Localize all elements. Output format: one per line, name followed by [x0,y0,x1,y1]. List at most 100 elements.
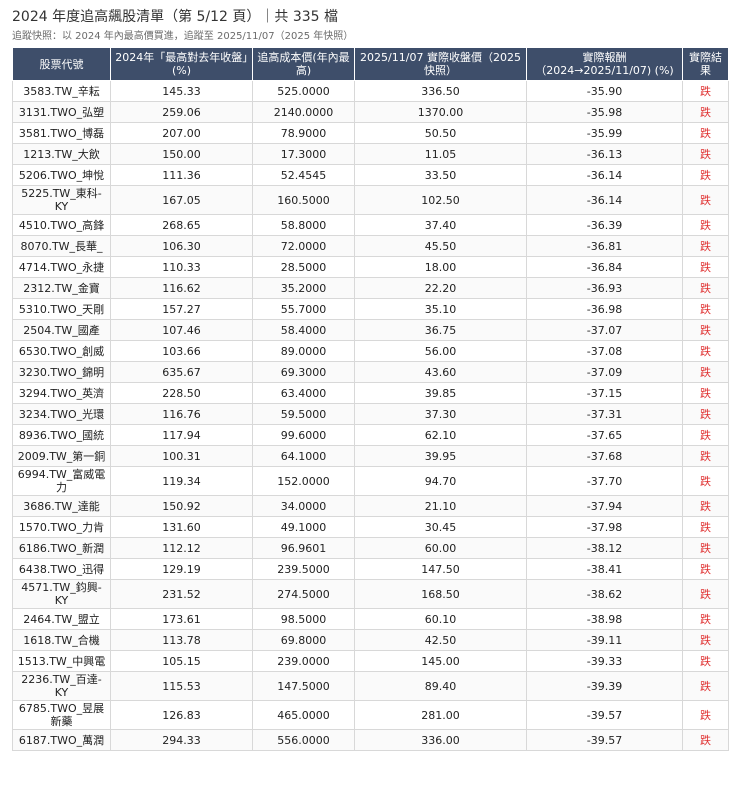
stock-code-cell: 3294.TWO_英濟 [12,382,111,404]
stock-code-cell: 6530.TWO_創威 [12,340,111,362]
return-cell: -38.12 [526,537,683,559]
stock-code-cell: 2009.TW_第一銅 [12,445,111,467]
close-cell: 147.50 [354,558,527,580]
stock-code-cell: 6187.TWO_萬潤 [12,729,111,751]
result-cell: 跌 [682,537,729,559]
result-cell: 跌 [682,143,729,165]
max-pct-cell: 116.62 [110,277,253,299]
table-row: 3583.TW_辛耘 145.33 525.0000 336.50 -35.90 跌 [12,80,729,102]
result-cell: 跌 [682,445,729,467]
result-cell: 跌 [682,80,729,102]
max-pct-cell: 259.06 [110,101,253,123]
cost-cell: 465.0000 [252,700,355,730]
result-cell: 跌 [682,277,729,299]
table-row: 5310.TWO_天剛 157.27 55.7000 35.10 -36.98 跌 [12,298,729,320]
max-pct-cell: 111.36 [110,164,253,186]
stock-code-cell: 5310.TWO_天剛 [12,298,111,320]
return-cell: -37.15 [526,382,683,404]
return-cell: -36.84 [526,256,683,278]
stock-code-cell: 6186.TWO_新潤 [12,537,111,559]
page: 2024 年度追高飆股清單（第 5/12 頁）｜共 335 檔 追蹤快照：以 2… [12,9,729,751]
cost-cell: 35.2000 [252,277,355,299]
close-cell: 62.10 [354,424,527,446]
return-cell: -37.68 [526,445,683,467]
result-cell: 跌 [682,403,729,425]
column-header-cost: 追高成本價(年內最高) [252,47,355,81]
return-cell: -36.14 [526,185,683,215]
table-row: 6994.TW_富威電力 119.34 152.0000 94.70 -37.70 跌 [12,466,729,496]
return-cell: -37.65 [526,424,683,446]
max-pct-cell: 231.52 [110,579,253,609]
table-row: 8936.TWO_國統 117.94 99.6000 62.10 -37.65 跌 [12,424,729,446]
max-pct-cell: 115.53 [110,671,253,701]
result-cell: 跌 [682,466,729,496]
result-cell: 跌 [682,629,729,651]
cost-cell: 78.9000 [252,122,355,144]
table-row: 2009.TW_第一銅 100.31 64.1000 39.95 -37.68 跌 [12,445,729,467]
table-row: 2312.TW_金寶 116.62 35.2000 22.20 -36.93 跌 [12,277,729,299]
close-cell: 33.50 [354,164,527,186]
result-cell: 跌 [682,298,729,320]
return-cell: -37.94 [526,495,683,517]
table-row: 6187.TWO_萬潤 294.33 556.0000 336.00 -39.57 跌 [12,729,729,751]
stock-code-cell: 2312.TW_金寶 [12,277,111,299]
stock-code-cell: 1513.TW_中興電 [12,650,111,672]
stock-code-cell: 6994.TW_富威電力 [12,466,111,496]
return-cell: -39.11 [526,629,683,651]
close-cell: 18.00 [354,256,527,278]
result-cell: 跌 [682,650,729,672]
max-pct-cell: 116.76 [110,403,253,425]
result-cell: 跌 [682,424,729,446]
close-cell: 145.00 [354,650,527,672]
max-pct-cell: 157.27 [110,298,253,320]
cost-cell: 55.7000 [252,298,355,320]
cost-cell: 152.0000 [252,466,355,496]
close-cell: 336.50 [354,80,527,102]
close-cell: 36.75 [354,319,527,341]
table-header: 股票代號 2024年「最高對去年收盤」(%) 追高成本價(年內最高) 2025/… [12,47,729,81]
stock-table: 股票代號 2024年「最高對去年收盤」(%) 追高成本價(年內最高) 2025/… [12,47,729,751]
return-cell: -36.13 [526,143,683,165]
stock-code-cell: 4714.TWO_永捷 [12,256,111,278]
result-cell: 跌 [682,558,729,580]
stock-code-cell: 4510.TWO_高鋒 [12,214,111,236]
close-cell: 22.20 [354,277,527,299]
cost-cell: 98.5000 [252,608,355,630]
table-row: 2504.TW_國產 107.46 58.4000 36.75 -37.07 跌 [12,319,729,341]
return-cell: -38.62 [526,579,683,609]
close-cell: 94.70 [354,466,527,496]
cost-cell: 64.1000 [252,445,355,467]
column-header-return: 實際報酬（2024→2025/11/07) (%) [526,47,683,81]
table-row: 3230.TWO_錦明 635.67 69.3000 43.60 -37.09 跌 [12,361,729,383]
cost-cell: 525.0000 [252,80,355,102]
return-cell: -35.90 [526,80,683,102]
return-cell: -37.08 [526,340,683,362]
table-row: 3234.TWO_光環 116.76 59.5000 37.30 -37.31 跌 [12,403,729,425]
max-pct-cell: 126.83 [110,700,253,730]
close-cell: 336.00 [354,729,527,751]
max-pct-cell: 105.15 [110,650,253,672]
cost-cell: 63.4000 [252,382,355,404]
table-row: 6186.TWO_新潤 112.12 96.9601 60.00 -38.12 跌 [12,537,729,559]
close-cell: 43.60 [354,361,527,383]
close-cell: 56.00 [354,340,527,362]
close-cell: 60.10 [354,608,527,630]
return-cell: -35.99 [526,122,683,144]
result-cell: 跌 [682,185,729,215]
close-cell: 1370.00 [354,101,527,123]
max-pct-cell: 294.33 [110,729,253,751]
table-row: 6785.TWO_昱展新藥 126.83 465.0000 281.00 -39.57 跌 [12,700,729,730]
return-cell: -37.98 [526,516,683,538]
return-cell: -36.93 [526,277,683,299]
return-cell: -38.41 [526,558,683,580]
table-row: 3686.TW_達能 150.92 34.0000 21.10 -37.94 跌 [12,495,729,517]
column-header-code: 股票代號 [12,47,111,81]
cost-cell: 147.5000 [252,671,355,701]
close-cell: 45.50 [354,235,527,257]
table-row: 2464.TW_盟立 173.61 98.5000 60.10 -38.98 跌 [12,608,729,630]
return-cell: -36.81 [526,235,683,257]
close-cell: 11.05 [354,143,527,165]
stock-code-cell: 3131.TWO_弘塑 [12,101,111,123]
result-cell: 跌 [682,579,729,609]
cost-cell: 99.6000 [252,424,355,446]
